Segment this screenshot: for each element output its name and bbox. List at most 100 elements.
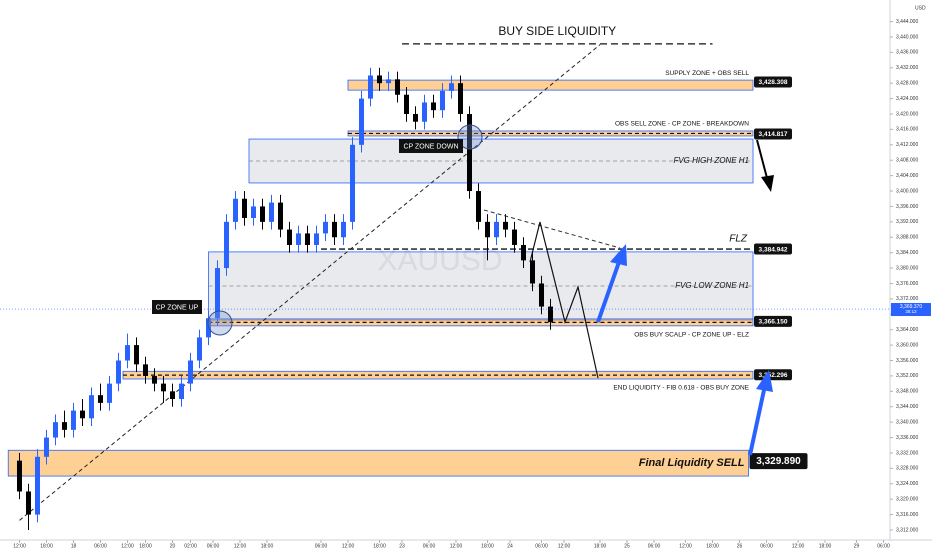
x-tick-label: 29 (854, 543, 860, 549)
callout: CP ZONE DOWN (403, 143, 458, 150)
x-tick-label: 06:00 (877, 543, 890, 549)
candle-body (187, 360, 193, 384)
price-label: 3,428.308 (759, 79, 788, 86)
price-label-box (754, 369, 793, 381)
zone-label: OBS SELL ZONE - CP ZONE - BREAKDOWN (615, 121, 749, 128)
price-label: 3,384.942 (759, 246, 788, 253)
current-price-label: 3,369.370 (900, 304, 922, 310)
candle-body (413, 114, 419, 122)
candle-body (331, 221, 337, 238)
candle-body (52, 422, 58, 438)
candle-body (151, 375, 157, 384)
x-tick-label: 06:00 (648, 543, 661, 549)
candle-body (295, 233, 301, 245)
y-tick-label: 3,380.000 (896, 265, 918, 271)
candle-body (250, 206, 256, 219)
candle-body (521, 244, 527, 261)
y-tick-label: 3,436.000 (896, 50, 918, 56)
price-label-box (754, 243, 793, 255)
candle-body (340, 221, 346, 238)
x-tick-label: 18:00 (594, 543, 607, 549)
y-tick-label: 3,328.000 (896, 466, 918, 472)
candle-body (268, 202, 274, 222)
candle-body (169, 391, 175, 400)
candle-body (25, 491, 31, 515)
projection-path (529, 221, 599, 379)
candle-body (259, 206, 265, 222)
y-tick-label: 3,416.000 (896, 127, 918, 133)
x-tick-label: 18 (71, 543, 77, 549)
x-tick-label: 18:00 (819, 543, 832, 549)
candle-body (395, 79, 401, 95)
x-tick-label: 12:00 (121, 543, 134, 549)
highlight-circle (457, 124, 483, 150)
zone-label: FLZ (729, 234, 748, 245)
arrow-head (761, 175, 774, 192)
y-tick-label: 3,428.000 (896, 81, 918, 87)
y-tick-label: 3,352.000 (896, 373, 918, 379)
callout: CP ZONE UP (156, 304, 199, 311)
candle-body (358, 98, 364, 145)
current-price-box (891, 303, 931, 317)
candle-body (115, 360, 121, 384)
y-tick-label: 3,440.000 (896, 34, 918, 40)
candle-body (376, 75, 382, 84)
y-tick-label: 3,324.000 (896, 481, 918, 487)
candle-body (70, 410, 76, 430)
candle-body (494, 221, 500, 238)
arrow-head (756, 370, 773, 392)
callout-box (399, 139, 463, 153)
x-tick-label: 18:00 (706, 543, 719, 549)
candle-body (178, 383, 184, 400)
zone-label: FVG LOW ZONE H1 (675, 281, 749, 290)
y-tick-label: 3,424.000 (896, 96, 918, 102)
y-tick-label: 3,396.000 (896, 204, 918, 210)
x-tick-label: 06:00 (760, 543, 773, 549)
candle-body (16, 460, 22, 492)
candle-body (196, 337, 202, 361)
drawings: CP ZONE UP CP ZONE DOWN (152, 124, 774, 456)
candle-body (88, 395, 94, 419)
candle-body (79, 410, 85, 419)
candle-body (431, 102, 437, 111)
x-tick-label: 06:00 (423, 543, 436, 549)
y-tick-label: 3,420.000 (896, 111, 918, 117)
x-tick-label: 06:00 (535, 543, 548, 549)
x-tick-label: 23 (399, 543, 405, 549)
zone-label: FVG HIGH ZONE H1 (673, 156, 749, 165)
candle-body (512, 229, 518, 245)
candle-body (277, 202, 283, 230)
y-tick-label: 3,344.000 (896, 404, 918, 410)
candle-body (232, 198, 238, 222)
zone-label: OBS BUY SCALP - CP ZONE UP - ELZ (634, 332, 749, 339)
candle-body (530, 260, 536, 284)
x-tick-label: 02:00 (184, 543, 197, 549)
y-tick-label: 3,340.000 (896, 419, 918, 425)
candle-body (503, 221, 509, 230)
x-tick-label: 12:00 (558, 543, 571, 549)
candle-body (485, 221, 491, 238)
x-tick-label: 18:00 (481, 543, 494, 549)
y-tick-label: 3,372.000 (896, 296, 918, 302)
x-tick-label: 12:00 (13, 543, 26, 549)
candle-body (142, 364, 148, 376)
candle-body (214, 268, 220, 319)
candle-body (467, 114, 473, 192)
price-label-box (754, 128, 793, 140)
candle-body (367, 75, 373, 99)
y-tick-label: 3,312.000 (896, 527, 918, 533)
candle-body (43, 437, 49, 457)
x-tick-label: 12:00 (792, 543, 805, 549)
y-tick-label: 3,404.000 (896, 173, 918, 179)
zone-label: Final Liquidity SELL (639, 457, 745, 469)
trendline (19, 44, 601, 521)
candle-body (386, 79, 392, 84)
x-tick-label: 12:00 (679, 543, 692, 549)
x-tick-label: 18:00 (373, 543, 386, 549)
currency-label: USD (915, 5, 926, 11)
y-tick-label: 3,356.000 (896, 358, 918, 364)
y-tick-label: 3,388.000 (896, 235, 918, 241)
y-tick-label: 3,320.000 (896, 497, 918, 503)
